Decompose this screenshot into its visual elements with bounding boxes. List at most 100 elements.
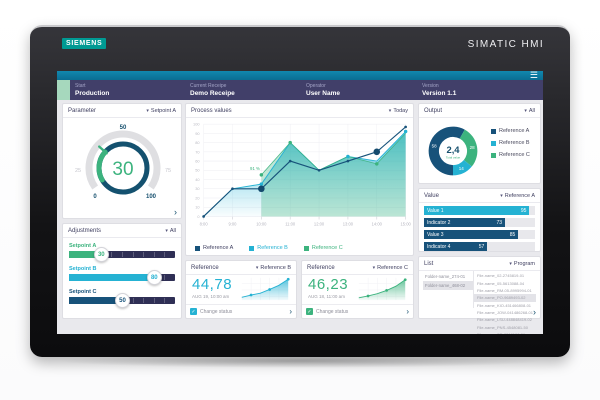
process-values-card: Process values ▾ Today 8:00 9:00 10:00 11:00… — [185, 103, 414, 256]
svg-text:80: 80 — [195, 140, 199, 145]
svg-text:10:00: 10:00 — [256, 222, 267, 227]
reference-c-card: Reference ▾ Reference C 46,23 AUG 18, 11:… — [301, 260, 414, 319]
hmi-device-bezel: SIEMENS SIMATIC HMI ☰ Start Production Cur… — [30, 25, 570, 357]
legend-item: Reference B — [249, 245, 288, 251]
svg-text:28: 28 — [470, 145, 476, 150]
legend-item: Reference A — [195, 245, 233, 251]
output-card: Output ▾ All 58 28 14 2,4 Total value Referen… — [418, 103, 541, 184]
adjustments-card: Adjustments ▾ All Setpoint A 30 Setpoint B 8… — [62, 223, 182, 319]
chevron-down-icon: ▾ — [500, 193, 503, 199]
hmi-screen: ☰ Start Production Current Receipe Demo Rec… — [57, 71, 543, 334]
file-row[interactable]: File-name_SR-8219108-01 — [474, 331, 536, 334]
indicator-bar-value-3: Value 3 85 — [424, 230, 535, 239]
process-card-title: Process values — [191, 108, 232, 114]
svg-text:100: 100 — [146, 194, 157, 200]
file-row[interactable]: File-name_RM-05-8995994-01 — [477, 287, 532, 293]
svg-text:8:00: 8:00 — [200, 222, 209, 227]
svg-text:11:00: 11:00 — [285, 222, 296, 227]
reference1-value: 44,78 — [192, 276, 233, 293]
device-shadow — [55, 354, 545, 368]
chevron-down-icon: ▾ — [524, 108, 527, 114]
reference1-dropdown[interactable]: ▾ Reference B — [255, 265, 291, 271]
chevron-down-icon: ▾ — [255, 265, 259, 271]
slider-setpoint-c: Setpoint C 50 — [69, 289, 175, 308]
svg-text:14: 14 — [459, 166, 465, 171]
reference1-checkbox[interactable]: ✓ — [190, 308, 197, 315]
chevron-down-icon: ▾ — [372, 265, 376, 271]
file-row[interactable]: File-name_PO-9689493-02 — [474, 294, 536, 302]
svg-text:0: 0 — [93, 194, 97, 200]
file-list: File-name_02-2745819-01 File-name_05-5613… — [474, 271, 536, 334]
slider-handle[interactable]: 50 — [115, 293, 130, 308]
header-field-version: Version Version 1.1 — [422, 83, 457, 97]
indicator-bar-value-1: Value 1 95 — [424, 206, 535, 215]
legend-item: Reference C — [491, 152, 530, 158]
reference2-dropdown[interactable]: ▾ Reference C — [372, 265, 408, 271]
svg-text:0: 0 — [197, 214, 199, 219]
slider-setpoint-a: Setpoint A 30 — [69, 243, 175, 262]
simatic-hmi-label: SIMATIC HMI — [467, 39, 544, 50]
svg-text:12:00: 12:00 — [314, 222, 325, 227]
parameter-expand-chevron-icon[interactable]: › — [174, 207, 177, 217]
svg-text:13:00: 13:00 — [343, 222, 354, 227]
folder-list: Folder-name_274-01 Folder-name_468-02 — [423, 271, 474, 308]
list-card-title: List — [424, 261, 434, 267]
header-field-operator: Operator User Name — [306, 83, 340, 97]
svg-text:25: 25 — [75, 168, 81, 174]
slider-handle[interactable]: 30 — [93, 247, 109, 262]
process-dropdown[interactable]: ▾ Today — [388, 108, 408, 114]
slider-label: Setpoint A — [69, 243, 97, 249]
reference2-checkbox[interactable]: ✓ — [306, 308, 313, 315]
file-row[interactable]: File-name_02-2745819-01 — [477, 273, 525, 279]
header-field-start: Start Production — [75, 83, 110, 97]
app-header: Start Production Current Receipe Demo Recei… — [57, 80, 543, 100]
reference1-card-title: Reference — [191, 265, 219, 271]
status-indicator — [57, 80, 70, 100]
reference-b-card: Reference ▾ Reference B 44,78 AUG 19, 10:… — [185, 260, 297, 319]
reference2-expand-chevron-icon[interactable]: › — [406, 307, 409, 316]
svg-text:90: 90 — [195, 131, 199, 136]
slider-track[interactable]: 30 — [69, 247, 175, 262]
svg-text:70: 70 — [195, 149, 199, 154]
svg-text:75: 75 — [165, 168, 171, 174]
parameter-dropdown[interactable]: ▾ Setpoint A — [146, 108, 176, 114]
parameter-card-title: Parameter — [68, 108, 97, 114]
value-dropdown[interactable]: ▾ Reference A — [500, 193, 535, 199]
file-row[interactable]: File-name_LSU-448848419-02 — [477, 317, 532, 323]
svg-text:9:00: 9:00 — [228, 222, 237, 227]
list-expand-chevron-icon[interactable]: › — [533, 307, 536, 317]
chevron-down-icon: ▾ — [146, 108, 149, 114]
slider-track[interactable]: 50 — [69, 293, 175, 308]
output-dropdown[interactable]: ▾ All — [524, 108, 535, 114]
folder-row[interactable]: Folder-name_274-01 — [425, 274, 466, 279]
chevron-down-icon: ▾ — [509, 261, 512, 267]
reference1-checkbox-label: Change status — [200, 308, 233, 315]
svg-text:50: 50 — [120, 125, 127, 131]
adjustments-dropdown[interactable]: ▾ All — [165, 228, 176, 234]
slider-track[interactable]: 80 — [69, 270, 175, 285]
slider-handle[interactable]: 80 — [146, 270, 162, 285]
svg-text:50: 50 — [195, 168, 199, 173]
file-row[interactable]: File-name_PNS-4548081-50 — [477, 324, 528, 330]
folder-row[interactable]: Folder-name_468-02 — [423, 281, 473, 290]
list-dropdown[interactable]: ▾ Program — [509, 261, 535, 267]
file-row[interactable]: File-name_05-5613088-04 — [477, 280, 525, 286]
svg-text:15:00: 15:00 — [401, 222, 412, 227]
file-row[interactable]: File-name_JOW-041486268-01 — [477, 310, 533, 316]
legend-item: Reference A — [491, 128, 530, 134]
indicator-bar-indicator-4: Indicator 4 57 — [424, 242, 535, 251]
donut-legend: Reference A Reference B Reference C — [491, 128, 530, 181]
svg-text:Total value: Total value — [446, 156, 461, 160]
adjustments-card-title: Adjustments — [68, 228, 102, 234]
output-card-title: Output — [424, 108, 443, 114]
process-line-chart: 8:00 9:00 10:00 11:00 12:00 13:00 14:00 15:00 0 1… — [193, 122, 412, 227]
legend-item: Reference B — [491, 140, 530, 146]
menu-icon[interactable]: ☰ — [529, 71, 538, 80]
reference1-expand-chevron-icon[interactable]: › — [289, 307, 292, 316]
file-row[interactable]: File-name_KIO-451466808-01 — [477, 302, 532, 308]
reference2-card-title: Reference — [307, 265, 335, 271]
slider-label: Setpoint C — [69, 289, 97, 295]
svg-text:30: 30 — [112, 159, 133, 180]
